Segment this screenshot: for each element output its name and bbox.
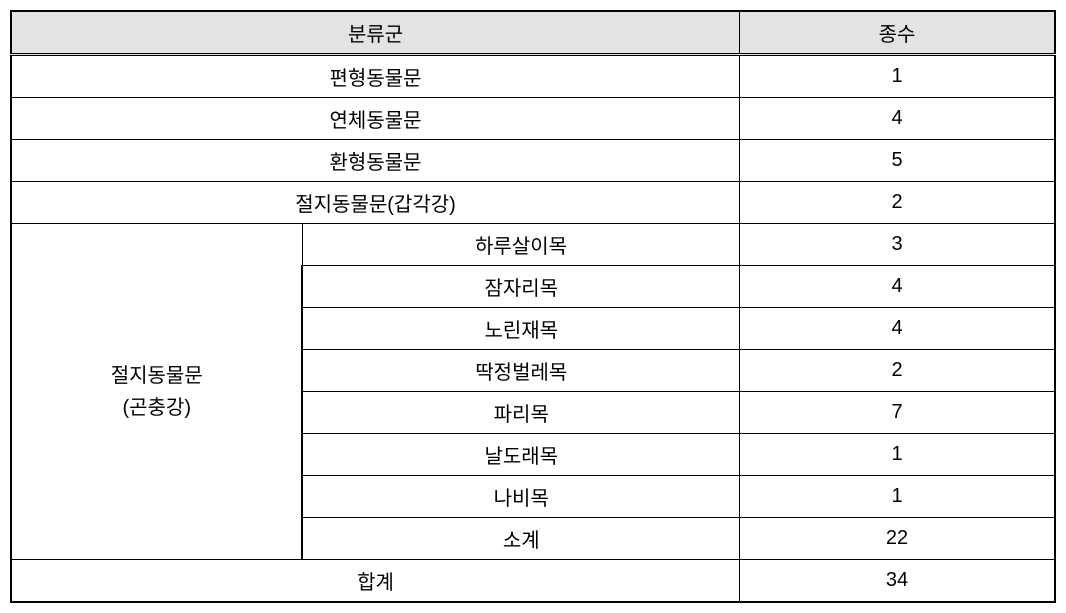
sub-row-value: 2 xyxy=(740,350,1055,392)
group-label-line1: 절지동물문 xyxy=(111,365,203,387)
header-category: 분류군 xyxy=(11,11,740,55)
table-row: 절지동물문(갑각강) 2 xyxy=(11,182,1055,224)
sub-row-label: 딱정벌레목 xyxy=(302,350,739,392)
total-label: 합계 xyxy=(11,560,740,603)
total-value: 34 xyxy=(740,560,1055,603)
table-row: 연체동물문 4 xyxy=(11,98,1055,140)
taxonomy-table: 분류군 종수 편형동물문 1 연체동물문 4 환형동물문 5 절지동물문(갑각강… xyxy=(10,10,1056,603)
row-label: 편형동물문 xyxy=(11,55,740,98)
row-value: 4 xyxy=(740,98,1055,140)
sub-row-label: 노린재목 xyxy=(302,308,739,350)
sub-row-value: 1 xyxy=(740,476,1055,518)
row-value: 1 xyxy=(740,55,1055,98)
sub-row-value: 1 xyxy=(740,434,1055,476)
sub-row-label: 날도래목 xyxy=(302,434,739,476)
group-label-line2: (곤충강) xyxy=(122,397,191,419)
table-header-row: 분류군 종수 xyxy=(11,11,1055,55)
table-row: 절지동물문 (곤충강) 하루살이목 3 xyxy=(11,224,1055,266)
group-label-cell: 절지동물문 (곤충강) xyxy=(11,224,302,560)
sub-row-label: 하루살이목 xyxy=(302,224,739,266)
sub-row-label: 잠자리목 xyxy=(302,266,739,308)
table-row: 편형동물문 1 xyxy=(11,55,1055,98)
row-value: 5 xyxy=(740,140,1055,182)
sub-row-value: 4 xyxy=(740,266,1055,308)
row-value: 2 xyxy=(740,182,1055,224)
sub-row-value: 4 xyxy=(740,308,1055,350)
header-count: 종수 xyxy=(740,11,1055,55)
sub-row-label: 나비목 xyxy=(302,476,739,518)
sub-row-value: 7 xyxy=(740,392,1055,434)
sub-row-value: 22 xyxy=(740,518,1055,560)
table-total-row: 합계 34 xyxy=(11,560,1055,603)
sub-row-label: 소계 xyxy=(302,518,739,560)
sub-row-label: 파리목 xyxy=(302,392,739,434)
row-label: 절지동물문(갑각강) xyxy=(11,182,740,224)
table-row: 환형동물문 5 xyxy=(11,140,1055,182)
row-label: 연체동물문 xyxy=(11,98,740,140)
row-label: 환형동물문 xyxy=(11,140,740,182)
sub-row-value: 3 xyxy=(740,224,1055,266)
